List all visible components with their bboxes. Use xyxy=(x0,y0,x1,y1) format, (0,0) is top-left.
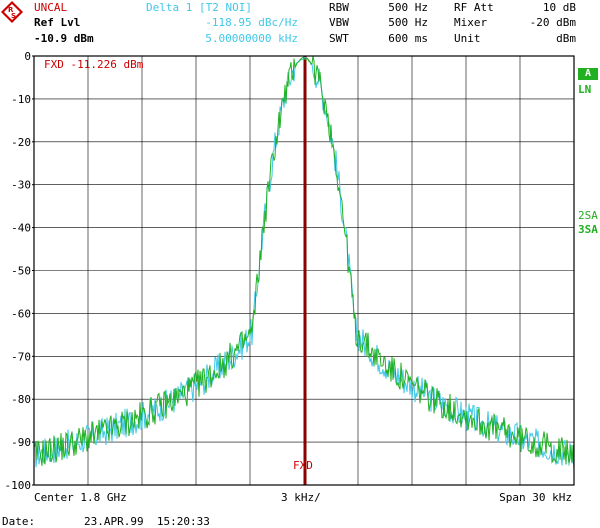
vbw-value: 500 Hz xyxy=(388,16,428,29)
y-tick-label: -20 xyxy=(11,136,31,149)
unit-value: dBm xyxy=(556,32,576,45)
ref-level-label: Ref Lvl xyxy=(34,16,81,29)
trace-2 xyxy=(33,55,575,470)
unit-label: Unit xyxy=(454,32,481,45)
svg-text:R: R xyxy=(8,6,14,14)
trace-a-badge: A xyxy=(578,68,598,80)
center-frequency: Center 1.8 GHz xyxy=(34,491,127,504)
date-value: 23.APR.99 15:20:33 xyxy=(84,515,210,528)
y-tick-label: -80 xyxy=(11,393,31,406)
y-tick-label: -50 xyxy=(11,265,31,278)
fxd-level-label: FXD -11.226 dBm xyxy=(44,58,144,71)
mixer-label: Mixer xyxy=(454,16,488,29)
y-tick-label: -70 xyxy=(11,350,31,363)
ref-level-value: -10.9 dBm xyxy=(34,32,94,45)
rf-att-label: RF Att xyxy=(454,1,494,14)
fxd-marker-label: FXD xyxy=(293,459,313,472)
y-tick-label: -100 xyxy=(5,479,32,492)
plot-frame xyxy=(33,55,575,486)
delta-marker-label: Delta 1 [T2 NOI] xyxy=(146,1,252,14)
y-tick-label: -30 xyxy=(11,179,31,192)
swt-label: SWT xyxy=(329,32,349,45)
rbw-label: RBW xyxy=(329,1,349,14)
trace-2sa-indicator: 2SA xyxy=(578,209,598,222)
ln-indicator: LN xyxy=(578,83,592,96)
y-tick-label: -60 xyxy=(11,307,31,320)
delta-marker-frequency: 5.00000000 kHz xyxy=(205,32,298,45)
rohde-schwarz-logo-icon: R S xyxy=(1,1,23,23)
svg-text:S: S xyxy=(11,12,16,20)
span-frequency: Span 30 kHz xyxy=(499,491,572,504)
trace-3sa-indicator: 3SA xyxy=(578,223,598,236)
y-tick-label: 0 xyxy=(24,50,31,63)
date-label: Date: xyxy=(2,515,36,528)
uncal-indicator: UNCAL xyxy=(34,1,68,14)
y-tick-label: -90 xyxy=(11,436,31,449)
frequency-per-division: 3 kHz/ xyxy=(281,491,321,504)
rf-att-value: 10 dB xyxy=(542,1,576,14)
vbw-label: VBW xyxy=(329,16,349,29)
swt-value: 600 ms xyxy=(388,32,428,45)
y-tick-label: -40 xyxy=(11,222,31,235)
mixer-value: -20 dBm xyxy=(529,16,576,29)
rbw-value: 500 Hz xyxy=(388,1,428,14)
y-tick-label: -10 xyxy=(11,93,31,106)
delta-marker-value: -118.95 dBc/Hz xyxy=(205,16,298,29)
y-axis-ticks: 0 -10 -20 -30 -40 -50 -60 -70 -80 -90 -100 xyxy=(5,50,34,492)
